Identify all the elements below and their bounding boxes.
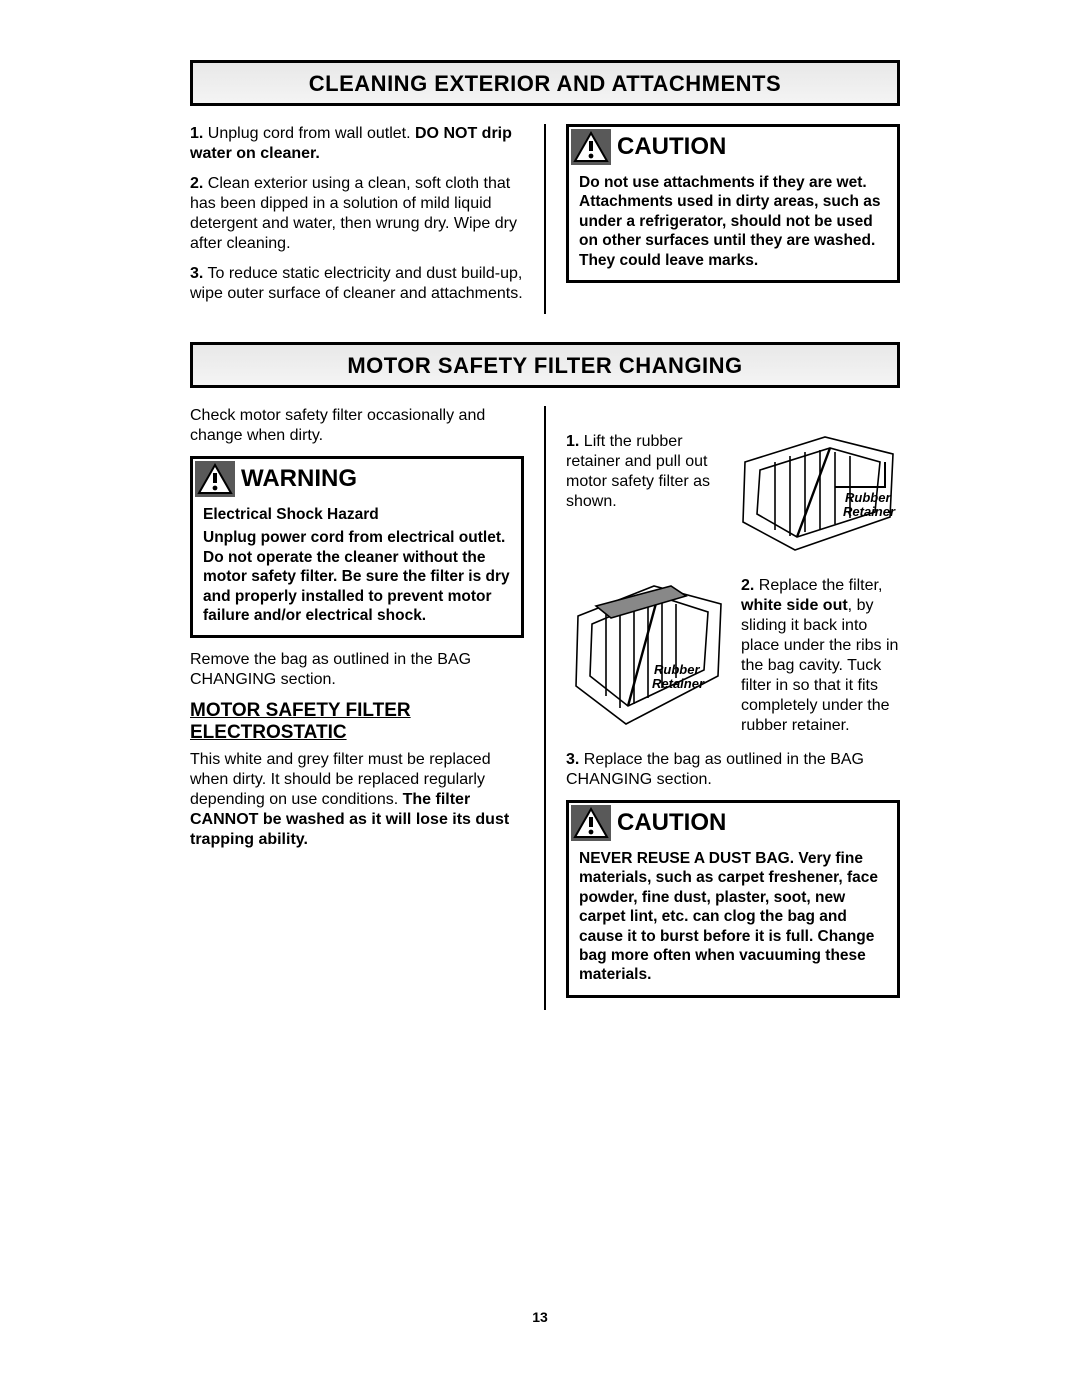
column-divider [544,406,546,1010]
caution2-body: NEVER REUSE A DUST BAG. Very fine materi… [579,849,887,985]
warning-triangle-icon [195,461,235,497]
step-number: 2. [190,175,203,192]
step-body: Lift the rubber retainer and pull out mo… [566,433,710,510]
column-divider [544,124,546,314]
s2-intro: Check motor safety filter occasionally a… [190,406,524,446]
step-text: Clean exterior using a clean, soft cloth… [190,175,517,252]
step1-text: 1. Lift the rubber retainer and pull out… [566,432,725,512]
page-number: 13 [532,1309,548,1325]
step2-row: Rubber Retainer 2. Replace the filter, w… [566,576,900,736]
warning-header: WARNING [193,459,521,499]
rubber-retainer-label2: Retainer [652,676,705,691]
warning-box: WARNING Electrical Shock Hazard Unplug p… [190,456,524,638]
section-header-motor: MOTOR SAFETY FILTER CHANGING [190,342,900,388]
step3: 3. Replace the bag as outlined in the BA… [566,750,900,790]
step2-b: white side out [741,597,848,614]
warning-triangle-icon [571,129,611,165]
step1-row: 1. Lift the rubber retainer and pull out… [566,432,900,562]
filter-diagram-2: Rubber Retainer [566,576,731,736]
warning-sub: Electrical Shock Hazard [203,505,511,524]
warning-title: WARNING [241,465,357,493]
section1-right: CAUTION Do not use attachments if they a… [566,124,900,314]
step-number: 2. [741,577,754,594]
section1-left: 1. Unplug cord from wall outlet. DO NOT … [190,124,524,314]
section1-columns: 1. Unplug cord from wall outlet. DO NOT … [190,124,900,314]
caution2-lead: NEVER REUSE A DUST BAG. [579,850,794,867]
caution-body: Do not use attachments if they are wet. … [579,173,887,270]
caution-box-1: CAUTION Do not use attachments if they a… [566,124,900,283]
electro-para: This white and grey filter must be repla… [190,750,524,850]
step3-body: Replace the bag as outlined in the BAG C… [566,751,864,788]
step2-c: , by sliding it back into place under th… [741,597,898,734]
manual-page: CLEANING EXTERIOR AND ATTACHMENTS 1. Unp… [190,60,900,1010]
step-number: 1. [566,433,579,450]
rubber-retainer-label2: Retainer [843,504,896,519]
warning-body: Unplug power cord from electrical outlet… [203,528,511,625]
caution-box-2: CAUTION NEVER REUSE A DUST BAG. Very fin… [566,800,900,998]
step-text: To reduce static electricity and dust bu… [190,265,523,302]
warning-triangle-icon [571,805,611,841]
section2-right: 1. Lift the rubber retainer and pull out… [566,406,900,1010]
step2-a: Replace the filter, [754,577,882,594]
after-warning: Remove the bag as outlined in the BAG CH… [190,650,524,690]
filter-diagram-1: Rubber Retainer [735,432,900,562]
caution2-header: CAUTION [569,803,897,843]
s1-step2: 2. Clean exterior using a clean, soft cl… [190,174,524,254]
caution2-rest: Very fine materials, such as carpet fres… [579,850,878,983]
step2-text: 2. Replace the filter, white side out, b… [741,576,900,736]
rubber-retainer-label: Rubber [845,490,891,505]
step-number: 3. [566,751,579,768]
s1-step1: 1. Unplug cord from wall outlet. DO NOT … [190,124,524,164]
caution2-title: CAUTION [617,809,726,837]
section2-left: Check motor safety filter occasionally a… [190,406,524,1010]
electrostatic-subhead: MOTOR SAFETY FILTER ELECTROSTATIC [190,700,524,744]
section2-columns: Check motor safety filter occasionally a… [190,406,900,1010]
step-number: 3. [190,265,203,282]
section-header-cleaning: CLEANING EXTERIOR AND ATTACHMENTS [190,60,900,106]
caution-header: CAUTION [569,127,897,167]
step-text: Unplug cord from wall outlet. [203,125,415,142]
s1-step3: 3. To reduce static electricity and dust… [190,264,524,304]
step-number: 1. [190,125,203,142]
caution-title: CAUTION [617,133,726,161]
rubber-retainer-label: Rubber [654,662,700,677]
